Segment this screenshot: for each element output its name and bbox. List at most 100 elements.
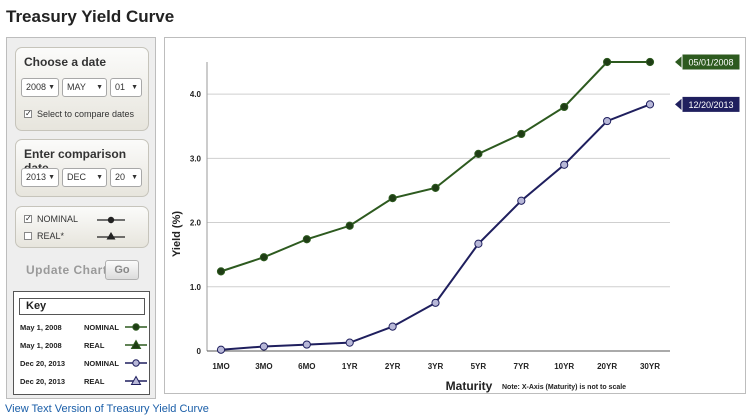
- data-point: [388, 194, 397, 203]
- x-tick-label: 10YR: [554, 362, 574, 371]
- chevron-down-icon: ▼: [131, 84, 138, 91]
- page-title: Treasury Yield Curve: [6, 7, 175, 26]
- data-point: [560, 160, 569, 169]
- data-point: [216, 267, 226, 276]
- circle-marker-icon: [125, 359, 147, 367]
- x-tick-label: 6MO: [298, 362, 315, 371]
- compare-dates-label: Select to compare dates: [37, 109, 135, 119]
- key-box: Key May 1, 2008 NOMINAL May 1, 2008 REAL Dec…: [13, 291, 150, 395]
- chevron-down-icon: ▼: [96, 84, 103, 91]
- chart-series: [216, 57, 655, 354]
- x-tick-label: 1MO: [212, 362, 229, 371]
- comparison-day-value: 20: [115, 172, 126, 182]
- comparison-month-select[interactable]: DEC ▼: [62, 168, 107, 187]
- chevron-down-icon: ▼: [48, 84, 55, 91]
- key-row-type: REAL: [84, 341, 105, 350]
- key-row-type: NOMINAL: [84, 323, 119, 332]
- x-tick-label: 1YR: [342, 362, 358, 371]
- real-triangle-icon: [97, 232, 125, 240]
- data-point: [345, 221, 354, 230]
- x-tick-label: 3YR: [428, 362, 444, 371]
- x-tick-label: 3MO: [255, 362, 272, 371]
- data-point: [259, 253, 269, 262]
- y-tick-label: 3.0: [190, 154, 202, 163]
- go-button[interactable]: Go: [105, 260, 139, 280]
- month-select[interactable]: MAY ▼: [62, 78, 107, 97]
- update-chart-button[interactable]: Update Chart: [26, 263, 108, 277]
- comparison-date-panel: Enter comparison date 2013 ▼ DEC ▼ 20 ▼: [15, 139, 149, 197]
- key-row: Dec 20, 2013 REAL: [20, 375, 148, 389]
- y-axis-ticks: 0 1.0 2.0 3.0 4.0: [190, 90, 202, 356]
- series-callout: 12/20/2013: [675, 95, 741, 113]
- yield-chart-panel: 0 1.0 2.0 3.0 4.0 1MO 3MO 6MO 1YR 2YR 3YR 5YR 7YR 10…: [164, 37, 746, 394]
- nominal-circle-icon: [97, 216, 125, 224]
- yield-curve-chart: 0 1.0 2.0 3.0 4.0 1MO 3MO 6MO 1YR 2YR 3YR 5YR 7YR 10…: [171, 53, 741, 393]
- comparison-day-select[interactable]: 20 ▼: [110, 168, 142, 187]
- x-tick-label: 30YR: [640, 362, 660, 371]
- data-point: [560, 102, 569, 112]
- y-tick-label: 2.0: [190, 219, 202, 228]
- chevron-down-icon: ▼: [96, 174, 103, 181]
- data-point: [302, 235, 311, 244]
- controls-sidebar: Choose a date 2008 ▼ MAY ▼ 01 ▼ ✓ Select…: [6, 37, 156, 399]
- year-select-value: 2008: [26, 82, 47, 92]
- data-point: [517, 196, 526, 205]
- year-select[interactable]: 2008 ▼: [21, 78, 59, 97]
- month-select-value: MAY: [67, 82, 86, 92]
- chevron-down-icon: ▼: [48, 174, 55, 181]
- data-point: [474, 239, 483, 248]
- data-point: [388, 322, 397, 331]
- circle-marker-icon: [125, 323, 147, 331]
- nominal-checkbox[interactable]: ✓: [24, 214, 32, 223]
- x-axis-label: Maturity: [446, 379, 493, 393]
- series-callout-label: 12/20/2013: [688, 100, 733, 110]
- x-axis-ticks: 1MO 3MO 6MO 1YR 2YR 3YR 5YR 7YR 10YR 20YR 30YR: [212, 362, 660, 371]
- x-tick-label: 5YR: [471, 362, 487, 371]
- comparison-year-select[interactable]: 2013 ▼: [21, 168, 59, 187]
- data-point: [645, 100, 655, 109]
- x-tick-label: 2YR: [385, 362, 401, 371]
- key-row-date: Dec 20, 2013: [20, 377, 66, 386]
- key-row: May 1, 2008 NOMINAL: [20, 321, 148, 335]
- day-select-value: 01: [115, 82, 126, 92]
- real-checkbox[interactable]: [24, 232, 32, 240]
- choose-date-panel: Choose a date 2008 ▼ MAY ▼ 01 ▼ ✓ Select…: [15, 47, 149, 131]
- key-row-date: May 1, 2008: [20, 323, 62, 332]
- key-title: Key: [19, 298, 145, 315]
- triangle-marker-icon: [125, 339, 147, 349]
- choose-date-title: Choose a date: [24, 55, 107, 69]
- data-point: [216, 345, 226, 354]
- nominal-label: NOMINAL: [37, 214, 79, 224]
- data-point: [259, 342, 269, 351]
- y-axis-label: Yield (%): [171, 211, 183, 257]
- chevron-down-icon: ▼: [131, 174, 138, 181]
- y-tick-label: 4.0: [190, 90, 202, 99]
- compare-dates-checkbox[interactable]: ✓: [24, 109, 32, 118]
- key-row-date: May 1, 2008: [20, 341, 62, 350]
- data-point: [302, 340, 311, 349]
- x-axis-note: Note: X-Axis (Maturity) is not to scale: [502, 384, 626, 391]
- y-tick-label: 1.0: [190, 283, 202, 292]
- series-line: [220, 61, 650, 273]
- data-point: [645, 57, 655, 67]
- triangle-marker-icon: [125, 375, 147, 385]
- series-panel: ✓ NOMINAL REAL*: [15, 206, 149, 248]
- data-point: [603, 57, 612, 67]
- text-version-link[interactable]: View Text Version of Treasury Yield Curv…: [5, 403, 209, 415]
- key-row: Dec 20, 2013 NOMINAL: [20, 357, 148, 371]
- series-callout-label: 05/01/2008: [688, 58, 733, 68]
- data-point: [474, 149, 483, 158]
- day-select[interactable]: 01 ▼: [110, 78, 142, 97]
- series-line: [220, 103, 651, 351]
- key-row: May 1, 2008 REAL: [20, 339, 148, 353]
- x-tick-label: 20YR: [597, 362, 617, 371]
- series-callouts: 05/01/2008 12/20/2013: [675, 53, 741, 113]
- x-tick-label: 7YR: [514, 362, 530, 371]
- comparison-month-value: DEC: [67, 172, 87, 182]
- key-row-date: Dec 20, 2013: [20, 359, 66, 368]
- data-point: [431, 183, 440, 192]
- y-tick-label: 0: [197, 347, 202, 356]
- data-point: [431, 298, 440, 307]
- key-row-type: NOMINAL: [84, 359, 119, 368]
- series-callout: 05/01/2008: [675, 53, 741, 71]
